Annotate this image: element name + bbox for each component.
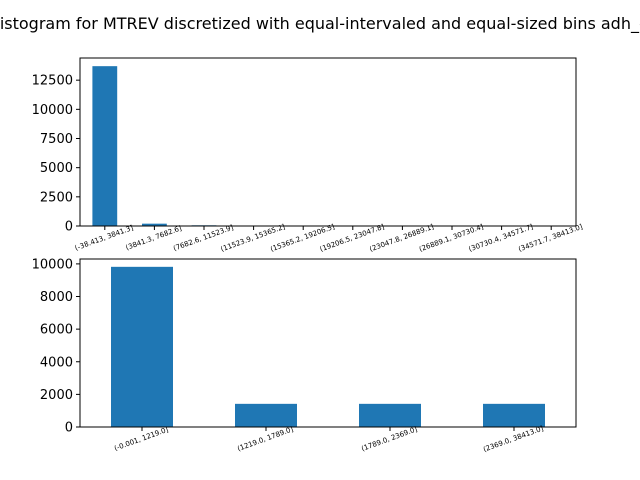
figure-title: Histogram for MTREV discretized with equ…: [0, 14, 640, 34]
bar: [235, 403, 297, 427]
bar: [92, 66, 118, 226]
bar: [111, 266, 173, 427]
y-tick-label: 2500: [40, 190, 73, 205]
y-tick-label: 7500: [40, 132, 73, 147]
y-tick-label: 8000: [40, 290, 73, 305]
y-tick-label: 12500: [32, 74, 73, 89]
axes-frame: [79, 57, 577, 227]
x-tick-label: (2369.0, 38413.0]: [482, 424, 545, 453]
x-tick-label: (1789.0, 2369.0]: [360, 425, 418, 453]
x-tick-label: (1219.0, 1789.0]: [236, 425, 294, 453]
bar: [142, 223, 167, 226]
y-tick-label: 10000: [32, 257, 73, 272]
chart-equal-size-bins: 0 2000 4000 6000 8000 10000 (-0.001, 1219.0] (1…: [32, 257, 577, 454]
y-tick-label: 6000: [40, 323, 73, 338]
bar: [483, 403, 545, 427]
y-tick-label: 5000: [40, 161, 73, 176]
x-tick-label: (-0.001, 1219.0]: [113, 426, 170, 453]
y-tick-label: 10000: [32, 103, 73, 118]
y-tick-label: 0: [65, 421, 73, 436]
bar: [359, 403, 421, 427]
axes-frame: [79, 258, 577, 428]
y-tick-label: 4000: [40, 355, 73, 370]
y-tick-label: 0: [65, 220, 73, 235]
y-tick-label: 2000: [40, 388, 73, 403]
